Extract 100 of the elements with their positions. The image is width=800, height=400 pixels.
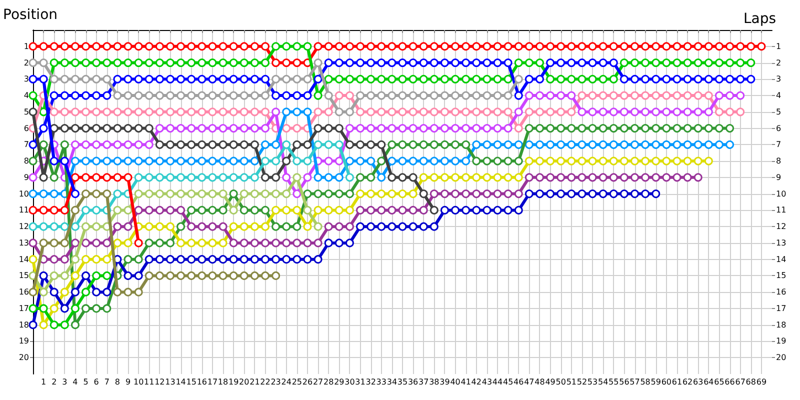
- point: [324, 91, 333, 100]
- point: [546, 190, 555, 198]
- y-tick-label: 7: [24, 140, 29, 150]
- x-tick-label: 41: [460, 378, 471, 386]
- point: [292, 140, 302, 149]
- point: [155, 91, 164, 100]
- point: [366, 140, 376, 149]
- x-tick-label: 26: [302, 378, 313, 386]
- point: [292, 74, 302, 84]
- x-tick-label: 35: [397, 378, 408, 386]
- y2-tick-label: 4: [776, 91, 782, 100]
- point: [229, 140, 238, 149]
- point: [419, 222, 428, 231]
- point: [282, 255, 291, 264]
- point: [39, 271, 48, 280]
- point: [28, 206, 38, 214]
- point: [187, 255, 196, 264]
- x-tick-label: 63: [693, 378, 704, 386]
- point: [462, 91, 470, 100]
- point: [39, 304, 48, 313]
- x-tick-label: 15: [186, 378, 196, 386]
- x-tick-label: 1: [41, 378, 46, 386]
- x-tick-label: 8: [114, 378, 120, 386]
- x-tick-label: 47: [524, 378, 534, 386]
- point: [324, 140, 333, 149]
- point: [388, 173, 396, 182]
- point: [472, 206, 481, 214]
- y-tick-label: 18: [18, 320, 29, 330]
- point: [70, 206, 80, 214]
- point: [272, 173, 280, 182]
- point: [261, 173, 270, 182]
- point: [82, 74, 90, 84]
- x-tick-label: 19: [228, 378, 239, 386]
- x-tick-label: 4: [72, 378, 78, 386]
- point: [229, 271, 238, 280]
- point: [124, 288, 132, 296]
- point: [292, 156, 302, 166]
- point: [124, 91, 132, 100]
- point: [113, 91, 122, 100]
- point: [208, 173, 217, 182]
- point: [630, 190, 640, 198]
- x-tick-label: 67: [735, 378, 746, 386]
- point: [641, 190, 650, 198]
- point: [398, 91, 407, 100]
- y-tick-label: 2: [24, 58, 29, 68]
- point: [92, 271, 101, 280]
- point: [314, 255, 322, 264]
- point: [70, 190, 80, 198]
- point: [187, 271, 196, 280]
- point: [92, 288, 101, 296]
- point: [28, 222, 38, 231]
- x-tick-label: 11: [144, 378, 154, 386]
- y2-tick-label: 18: [776, 320, 786, 330]
- x-tick-label: 5: [83, 378, 88, 386]
- point: [92, 173, 101, 182]
- point: [261, 156, 270, 166]
- point: [198, 91, 206, 100]
- point: [50, 206, 58, 214]
- x-tick-label: 62: [682, 378, 693, 386]
- point: [155, 271, 164, 280]
- point: [39, 238, 48, 248]
- point: [92, 206, 101, 214]
- point: [334, 140, 344, 149]
- x-tick-label: 68: [746, 378, 756, 386]
- point: [261, 255, 270, 264]
- point: [155, 173, 164, 182]
- x-tick-label: 56: [619, 378, 630, 386]
- point: [155, 190, 164, 198]
- point: [166, 255, 174, 264]
- x-tick-label: 58: [640, 378, 650, 386]
- point: [176, 271, 186, 280]
- point: [166, 190, 174, 198]
- point: [102, 271, 112, 280]
- y-tick-label: 6: [24, 124, 29, 133]
- point: [82, 190, 90, 198]
- point: [377, 140, 386, 149]
- point: [345, 173, 354, 182]
- x-tick-label: 16: [196, 378, 208, 386]
- point: [92, 74, 101, 84]
- point: [134, 173, 143, 182]
- point: [408, 222, 418, 231]
- point: [134, 91, 143, 100]
- point: [250, 255, 259, 264]
- x-tick-label: 7: [104, 378, 110, 386]
- point: [398, 173, 407, 182]
- x-tick-label: 43: [482, 378, 492, 386]
- point: [504, 91, 512, 100]
- x-tick-label: 61: [672, 378, 682, 386]
- point: [218, 173, 228, 182]
- x-tick-label: 22: [260, 378, 270, 386]
- point: [166, 91, 174, 100]
- point: [82, 173, 90, 182]
- point: [578, 190, 586, 198]
- point: [388, 222, 396, 231]
- y-tick-label: 3: [24, 74, 29, 84]
- point: [60, 222, 69, 231]
- point: [588, 190, 597, 198]
- x-tick-label: 57: [630, 378, 640, 386]
- point: [451, 91, 460, 100]
- x-tick-label: 27: [312, 378, 324, 386]
